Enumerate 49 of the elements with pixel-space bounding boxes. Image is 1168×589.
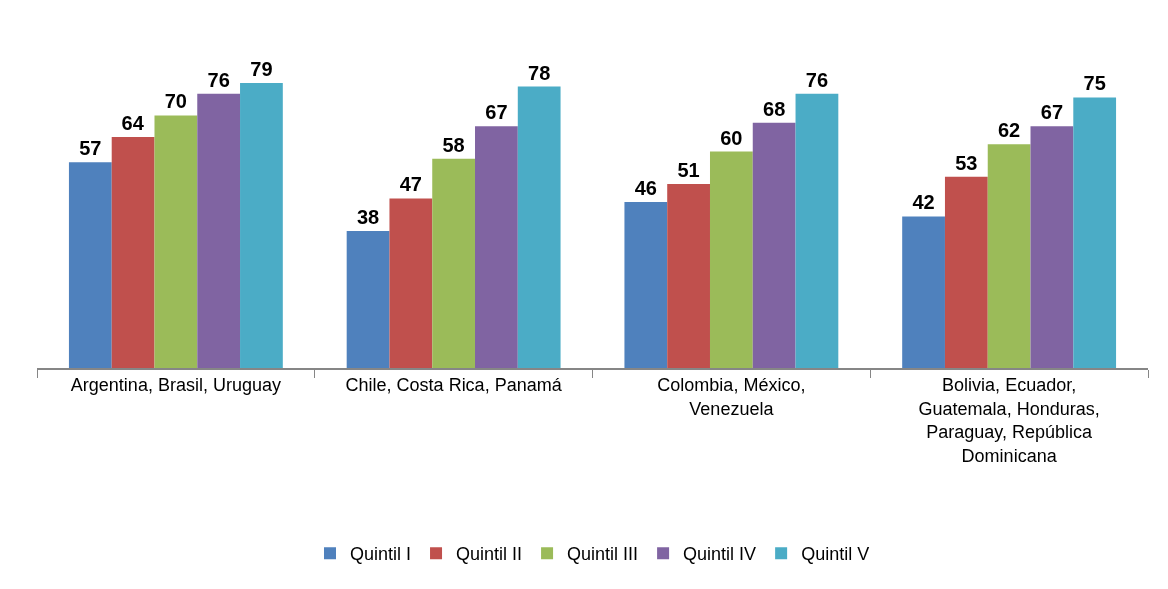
bar bbox=[709, 151, 753, 368]
bar bbox=[517, 86, 561, 368]
bar bbox=[987, 144, 1031, 368]
bar bbox=[346, 230, 390, 368]
bar bbox=[432, 158, 476, 368]
data-label: 46 bbox=[634, 177, 657, 200]
bar bbox=[944, 176, 988, 368]
x-tick-label: Colombia, México, Venezuela bbox=[657, 375, 806, 419]
bar bbox=[667, 184, 710, 368]
data-label: 76 bbox=[207, 68, 230, 91]
legend-label: Quintil I bbox=[350, 544, 412, 565]
bar bbox=[902, 216, 945, 368]
data-label: 64 bbox=[121, 112, 145, 135]
bar bbox=[1030, 126, 1074, 368]
data-label: 75 bbox=[1083, 72, 1106, 95]
x-tick-label: Argentina, Brasil, Uruguay bbox=[70, 375, 281, 396]
bar bbox=[1073, 97, 1117, 368]
bar bbox=[111, 137, 155, 368]
bar bbox=[795, 93, 839, 368]
data-label: 53 bbox=[955, 151, 978, 174]
bar bbox=[389, 198, 433, 368]
data-label: 68 bbox=[763, 97, 786, 120]
x-tick-label: Chile, Costa Rica, Panamá bbox=[345, 375, 563, 396]
data-label: 78 bbox=[528, 61, 551, 84]
legend-label: Quintil II bbox=[456, 544, 523, 565]
data-label: 58 bbox=[442, 133, 465, 156]
bar bbox=[197, 93, 241, 368]
data-label: 51 bbox=[677, 159, 700, 182]
data-label: 79 bbox=[250, 58, 273, 80]
bar bbox=[624, 202, 668, 368]
bar bbox=[154, 115, 198, 368]
bar bbox=[752, 122, 796, 368]
data-label: 57 bbox=[79, 137, 102, 160]
data-label: 67 bbox=[1040, 101, 1064, 124]
legend-label: Quintil IV bbox=[683, 544, 757, 565]
x-tick-label: Bolivia, Ecuador, Guatemala, Honduras, Paraguay, República Dominicana bbox=[918, 375, 1100, 466]
bar bbox=[475, 126, 518, 368]
bar bbox=[240, 83, 283, 368]
data-label: 67 bbox=[485, 101, 508, 124]
data-label: 76 bbox=[805, 68, 829, 91]
bar bbox=[68, 162, 112, 368]
data-label: 70 bbox=[164, 90, 187, 113]
legend-label: Quintil V bbox=[801, 544, 870, 565]
data-label: 38 bbox=[356, 205, 380, 228]
data-label: 47 bbox=[399, 173, 422, 196]
legend-label: Quintil III bbox=[567, 544, 639, 565]
data-label: 42 bbox=[912, 191, 935, 214]
data-label: 60 bbox=[720, 126, 743, 149]
data-label: 62 bbox=[998, 119, 1021, 142]
